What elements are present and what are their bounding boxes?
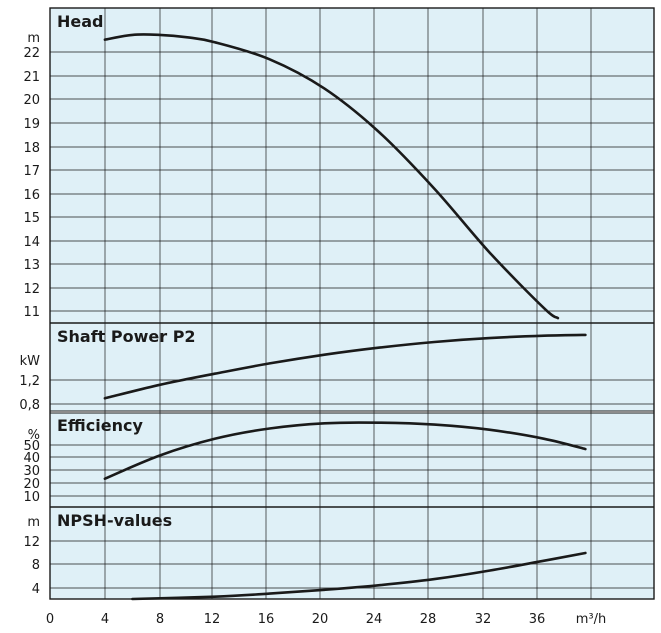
y-tick-label: 16 [23, 188, 40, 203]
y-tick-label: 12 [23, 282, 40, 297]
x-tick-label: 32 [475, 612, 492, 627]
y-tick-label: 15 [23, 211, 40, 226]
y-tick-label: 22 [23, 46, 40, 61]
curve-efficiency [103, 421, 587, 480]
x-tick-label: 16 [258, 612, 275, 627]
y-tick-label: 13 [23, 258, 40, 273]
x-tick-label: 8 [156, 612, 164, 627]
y-tick-label: 20 [23, 477, 40, 492]
y-tick-label: 18 [23, 141, 40, 156]
y-tick-label: 14 [23, 235, 40, 250]
y-tick-label: 50 [23, 439, 40, 454]
panel-title: Head [57, 12, 104, 31]
panel-background-4 [50, 507, 654, 599]
y-tick-label: 19 [23, 117, 40, 132]
y-tick-label: 4 [32, 582, 40, 597]
y-unit-label: kW [20, 354, 41, 369]
panel-title: NPSH-values [57, 511, 172, 530]
y-unit-label: m [27, 31, 40, 46]
y-tick-label: 10 [23, 490, 40, 505]
panel-title: Shaft Power P2 [57, 327, 196, 346]
y-tick-label: 21 [23, 70, 40, 85]
y-unit-label: m [27, 515, 40, 530]
x-tick-label: 0 [46, 612, 54, 627]
panel-background-1 [50, 8, 654, 323]
y-tick-label: 12 [23, 535, 40, 550]
y-tick-label: 0,8 [19, 398, 40, 413]
x-tick-label: 36 [529, 612, 546, 627]
x-tick-label: 28 [420, 612, 437, 627]
y-tick-label: 1,2 [19, 374, 40, 389]
x-tick-label: 12 [204, 612, 221, 627]
y-unit-label: % [28, 428, 40, 443]
curve-npsh-values [131, 551, 587, 601]
panel-background-2 [50, 323, 654, 411]
y-tick-label: 8 [32, 558, 40, 573]
x-tick-label: 20 [312, 612, 329, 627]
y-tick-label: 11 [23, 305, 40, 320]
y-tick-label: 17 [23, 164, 40, 179]
y-tick-label: 40 [23, 451, 40, 466]
curve-shaft-power-p2 [103, 333, 587, 400]
curve-head [103, 33, 560, 320]
plot-frame [49, 7, 655, 600]
panel-title: Efficiency [57, 416, 143, 435]
x-tick-label: 4 [101, 612, 109, 627]
x-unit-label: m³/h [576, 612, 607, 627]
y-tick-label: 30 [23, 464, 40, 479]
x-tick-label: 24 [366, 612, 383, 627]
y-tick-label: 20 [23, 93, 40, 108]
